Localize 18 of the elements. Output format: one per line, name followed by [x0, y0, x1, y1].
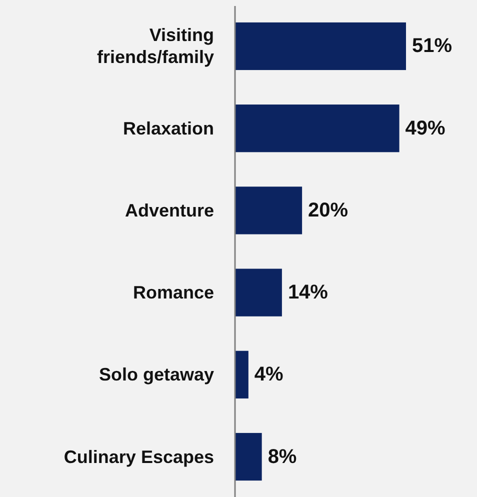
data-label: 8% [268, 446, 297, 468]
data-label: 20% [308, 199, 348, 222]
data-label: 14% [288, 282, 328, 304]
y-tick-label: Culinary Escapes [64, 446, 214, 467]
data-label: 4% [254, 364, 284, 386]
data-label: 49% [405, 117, 446, 140]
y-tick-label: Romance [132, 282, 214, 303]
bar [235, 268, 282, 316]
bar [235, 22, 406, 70]
bar [235, 104, 400, 152]
bar [235, 186, 302, 234]
y-tick-label: Adventure [124, 200, 214, 220]
y-tick-label: Solo getaway [98, 364, 214, 385]
y-tick-label: Relaxation [122, 118, 214, 138]
data-label: 51% [412, 35, 452, 58]
bar [235, 432, 262, 481]
bar [235, 350, 248, 398]
y-tick-label: Visiting friends/family [96, 25, 214, 68]
